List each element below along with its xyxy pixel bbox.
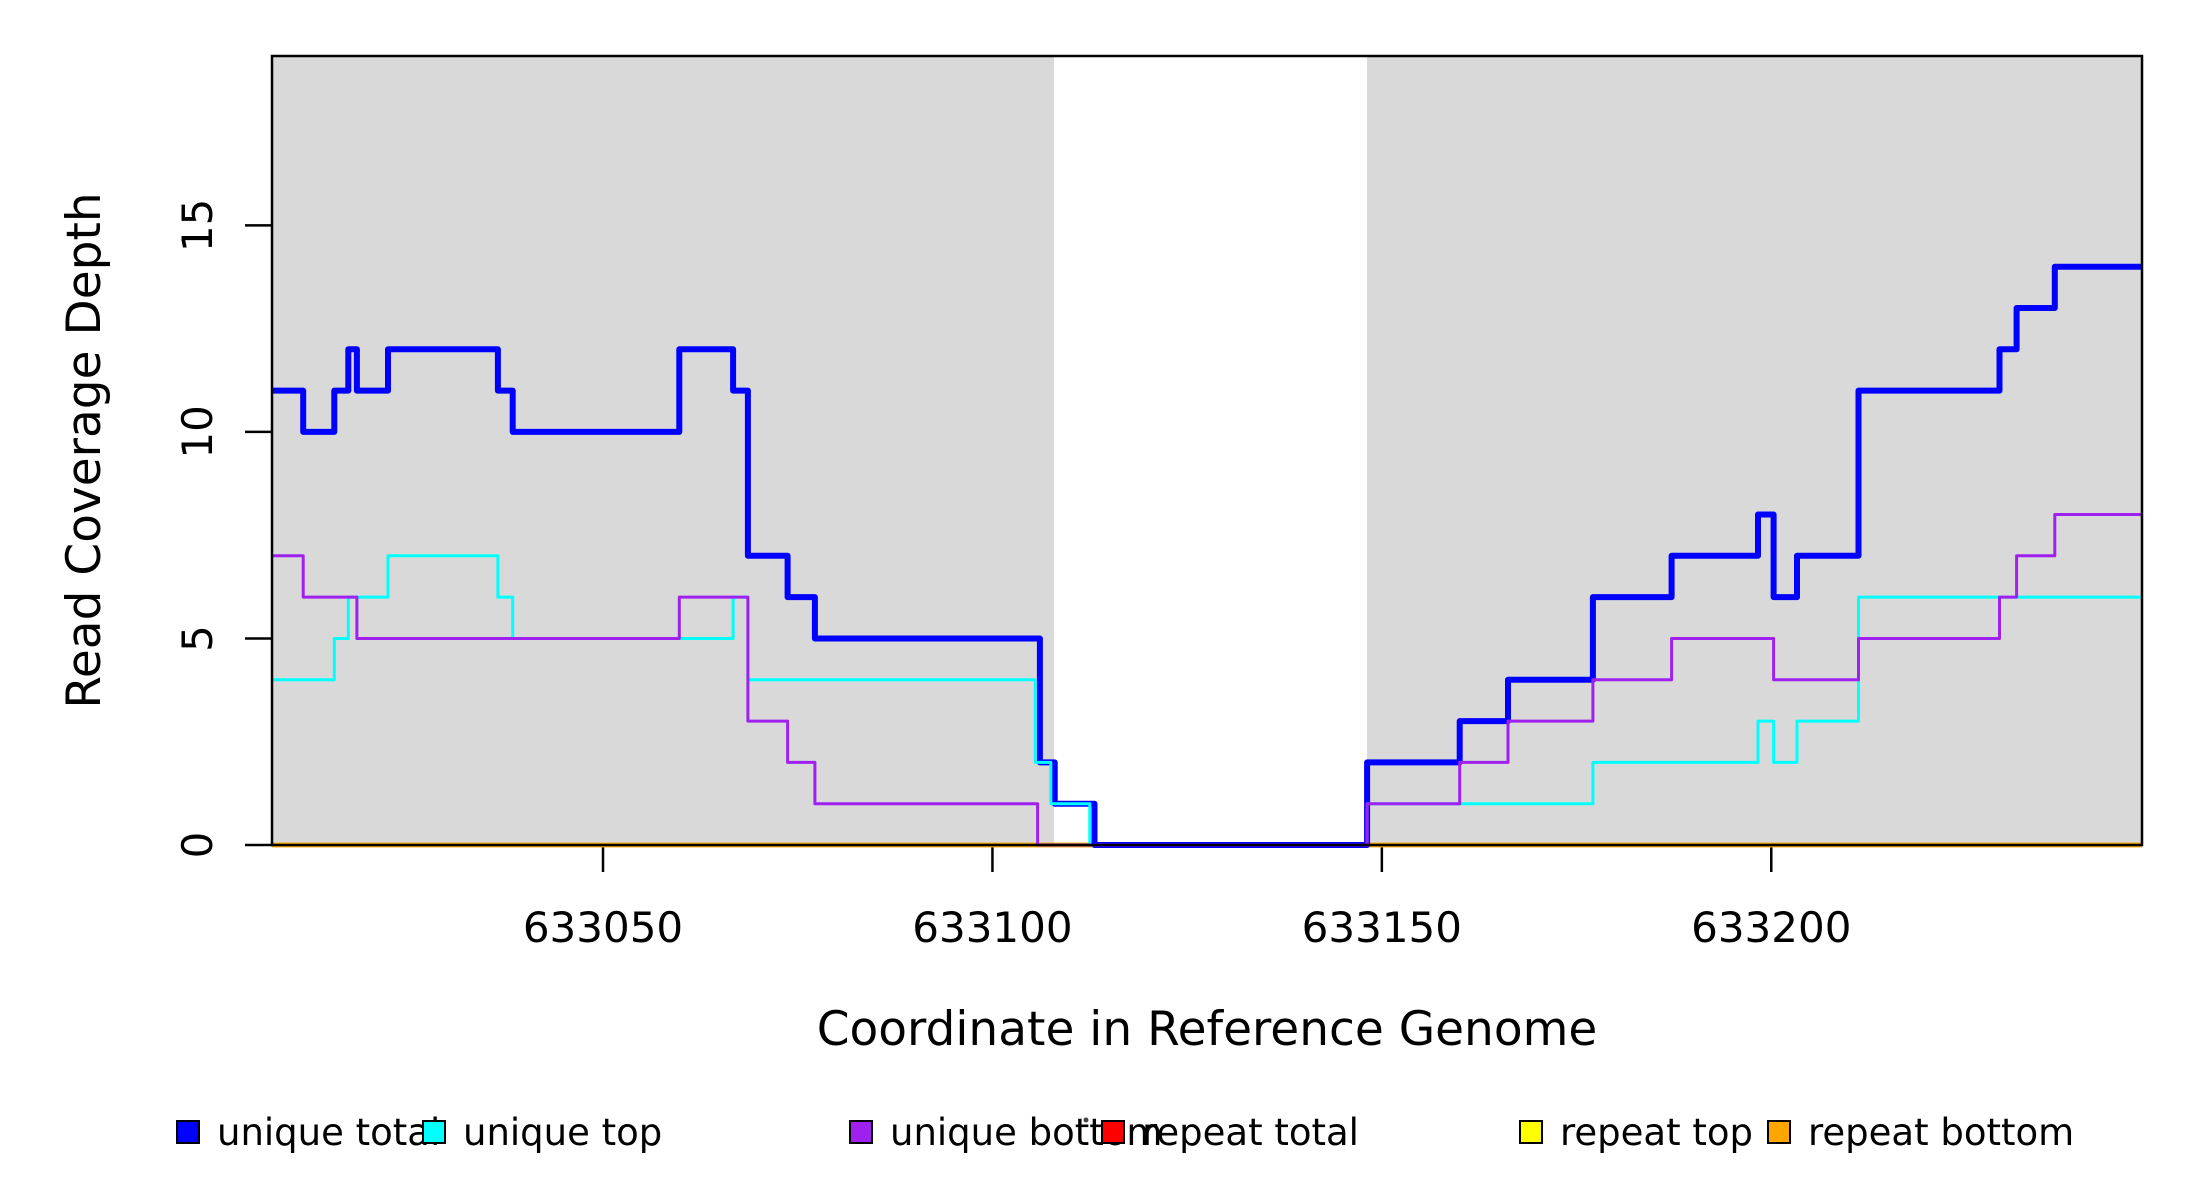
unique-region-left (272, 56, 1054, 845)
x-tick-label: 633100 (912, 903, 1072, 952)
legend-swatch-repeat-bottom (1767, 1120, 1791, 1144)
legend-swatch-unique-bottom (849, 1120, 873, 1144)
y-tick-label: 5 (173, 625, 222, 652)
y-axis-title: Read Coverage Depth (57, 192, 112, 708)
series-line-unique-top (272, 554, 2142, 847)
legend-swatch-unique-total (176, 1120, 200, 1144)
y-tick-label: 10 (173, 405, 222, 458)
x-tick-label: 633050 (523, 903, 683, 952)
series-line-unique-total (272, 263, 2142, 848)
stray-mark (1083, 1117, 1089, 1123)
legend-label-unique-top: unique top (463, 1111, 662, 1154)
legend-label-repeat-top: repeat top (1560, 1111, 1753, 1154)
legend-label-unique-total: unique total (217, 1111, 440, 1154)
x-axis-title: Coordinate in Reference Genome (817, 1002, 1598, 1057)
legend-label-repeat-bottom: repeat bottom (1808, 1111, 2074, 1154)
legend-swatch-repeat-top (1519, 1120, 1543, 1144)
y-tick-label: 15 (173, 199, 222, 252)
unique-region-right (1367, 56, 2142, 845)
plot-box (270, 54, 2144, 847)
x-tick-label: 633200 (1691, 903, 1851, 952)
legend-label-repeat-total: repeat total (1142, 1111, 1359, 1154)
x-tick-label: 633150 (1302, 903, 1462, 952)
y-tick-label: 0 (173, 832, 222, 859)
series-line-unique-bottom (272, 513, 2142, 847)
legend-swatch-repeat-total (1101, 1120, 1125, 1144)
legend-swatch-unique-top (422, 1120, 446, 1144)
